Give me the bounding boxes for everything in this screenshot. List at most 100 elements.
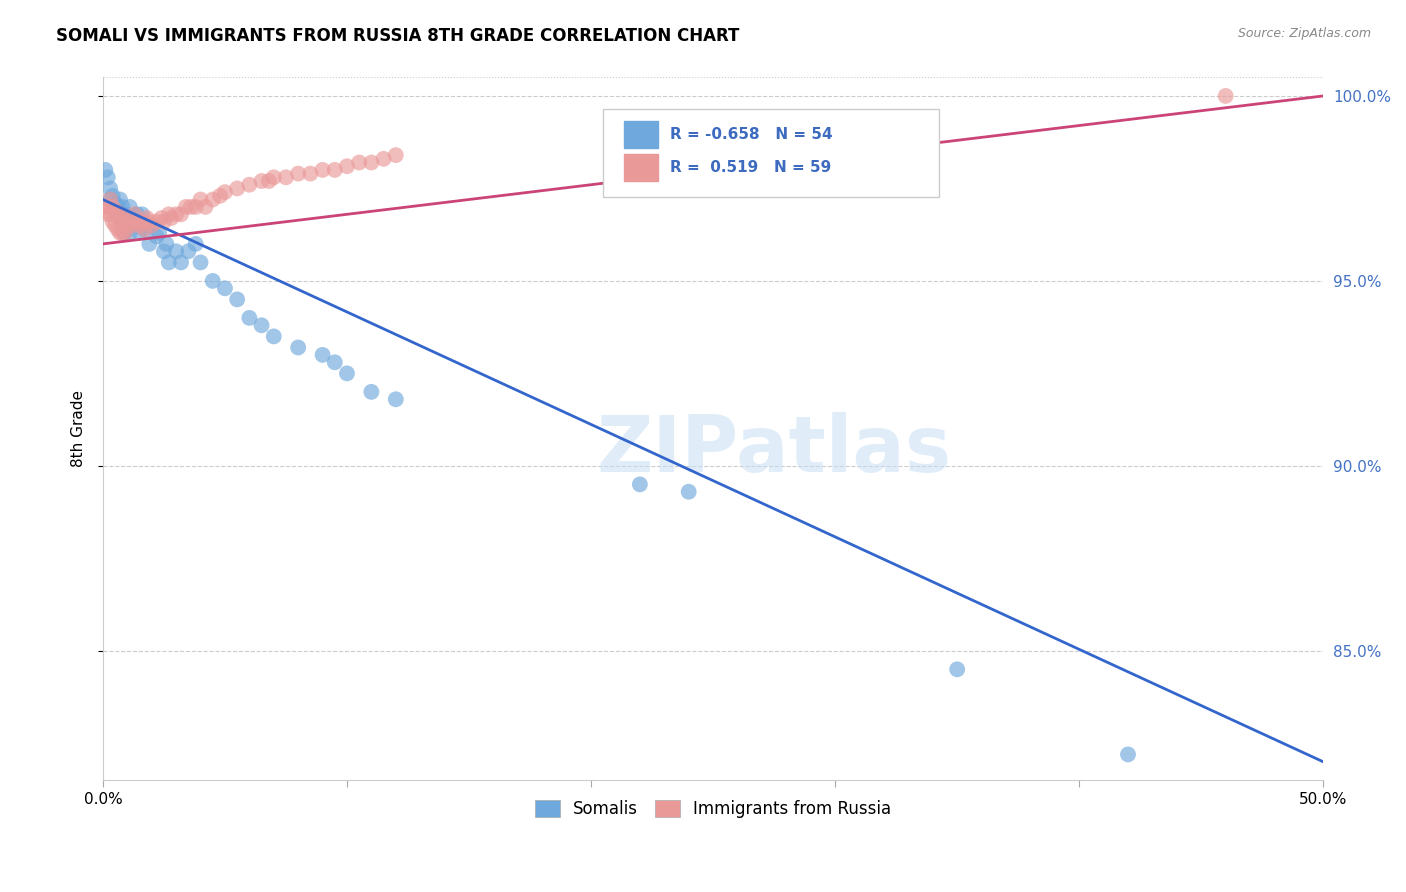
Point [385, 148, 408, 162]
Point [118, 215, 141, 229]
Point [114, 226, 136, 240]
Point [124, 215, 146, 229]
Point [141, 219, 163, 233]
Point [107, 222, 129, 236]
Point [274, 170, 297, 185]
Point [257, 174, 280, 188]
Point [104, 196, 127, 211]
Point [94, 162, 117, 177]
Point [678, 484, 700, 499]
Point [98, 193, 121, 207]
Bar [624, 121, 658, 148]
Point [98, 193, 121, 207]
Point [104, 203, 127, 218]
Point [114, 215, 136, 229]
Point [1215, 89, 1237, 103]
Point [101, 200, 124, 214]
Point [170, 255, 193, 269]
Point [287, 167, 309, 181]
Point [311, 162, 333, 177]
Point [101, 215, 124, 229]
Point [117, 211, 139, 225]
Point [150, 211, 173, 225]
Point [107, 207, 129, 221]
Point [336, 159, 359, 173]
Point [128, 219, 150, 233]
Point [107, 207, 129, 221]
Text: SOMALI VS IMMIGRANTS FROM RUSSIA 8TH GRADE CORRELATION CHART: SOMALI VS IMMIGRANTS FROM RUSSIA 8TH GRA… [56, 27, 740, 45]
Point [138, 236, 160, 251]
Point [323, 162, 346, 177]
Point [145, 215, 167, 229]
Point [373, 152, 395, 166]
Point [135, 219, 157, 233]
Point [97, 170, 120, 185]
Point [299, 167, 322, 181]
Point [238, 310, 260, 325]
Point [145, 229, 167, 244]
Point [131, 215, 153, 229]
Bar [624, 154, 658, 181]
Point [98, 181, 121, 195]
Point [336, 367, 359, 381]
Text: R = -0.658   N = 54: R = -0.658 N = 54 [671, 127, 832, 142]
Point [118, 226, 141, 240]
Point [165, 244, 187, 259]
Point [214, 281, 236, 295]
Point [141, 219, 163, 233]
Point [238, 178, 260, 192]
FancyBboxPatch shape [603, 109, 939, 197]
Point [250, 318, 273, 333]
Point [138, 215, 160, 229]
Point [323, 355, 346, 369]
Point [153, 244, 176, 259]
Point [311, 348, 333, 362]
Point [194, 200, 217, 214]
Point [97, 200, 120, 214]
Point [111, 219, 134, 233]
Point [263, 170, 285, 185]
Point [385, 392, 408, 407]
Point [117, 219, 139, 233]
Point [118, 200, 141, 214]
Point [131, 207, 153, 221]
Point [114, 226, 136, 240]
Point [117, 219, 139, 233]
Point [108, 211, 131, 225]
Point [263, 329, 285, 343]
Point [121, 219, 143, 233]
Point [107, 200, 129, 214]
Point [121, 215, 143, 229]
Point [104, 219, 127, 233]
Point [111, 226, 134, 240]
Point [128, 226, 150, 240]
Point [108, 226, 131, 240]
Point [165, 207, 187, 221]
Point [174, 200, 197, 214]
Point [347, 155, 370, 169]
Point [160, 211, 183, 225]
Point [111, 211, 134, 225]
Point [125, 215, 148, 229]
Point [190, 193, 212, 207]
Text: Source: ZipAtlas.com: Source: ZipAtlas.com [1237, 27, 1371, 40]
Point [250, 174, 273, 188]
Point [94, 200, 117, 214]
Point [214, 185, 236, 199]
Point [124, 207, 146, 221]
Point [628, 477, 651, 491]
Point [157, 207, 180, 221]
Point [184, 236, 207, 251]
Point [134, 222, 156, 236]
Point [111, 200, 134, 214]
Point [184, 200, 207, 214]
Point [125, 207, 148, 221]
Point [360, 155, 382, 169]
Point [157, 255, 180, 269]
Point [108, 207, 131, 221]
Legend: Somalis, Immigrants from Russia: Somalis, Immigrants from Russia [529, 793, 898, 825]
Point [155, 236, 177, 251]
Point [360, 384, 382, 399]
Text: R =  0.519   N = 59: R = 0.519 N = 59 [671, 160, 831, 175]
Point [180, 200, 202, 214]
